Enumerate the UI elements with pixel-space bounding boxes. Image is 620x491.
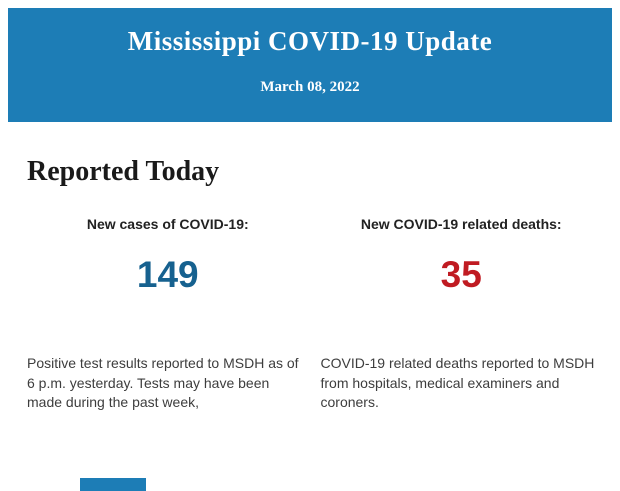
partial-blue-box: [80, 478, 146, 491]
page-title: Mississippi COVID-19 Update: [127, 26, 493, 56]
deaths-description: COVID-19 related deaths reported to MSDH…: [320, 355, 595, 411]
content: Reported Today New cases of COVID-19: 14…: [0, 122, 620, 413]
section-title: Reported Today: [27, 156, 220, 187]
stat-deaths: New COVID-19 related deaths: 35 COVID-19…: [321, 216, 603, 413]
cases-description: Positive test results reported to MSDH a…: [27, 355, 299, 411]
deaths-label: New COVID-19 related deaths:: [360, 216, 562, 232]
stats-row: New cases of COVID-19: 149 Positive test…: [27, 216, 602, 413]
cases-label: New cases of COVID-19:: [86, 216, 249, 232]
cases-value: 149: [136, 254, 199, 295]
deaths-value: 35: [440, 254, 482, 295]
stat-cases: New cases of COVID-19: 149 Positive test…: [27, 216, 309, 413]
header-date: March 08, 2022: [260, 79, 360, 95]
header-banner: Mississippi COVID-19 Update March 08, 20…: [8, 8, 612, 122]
